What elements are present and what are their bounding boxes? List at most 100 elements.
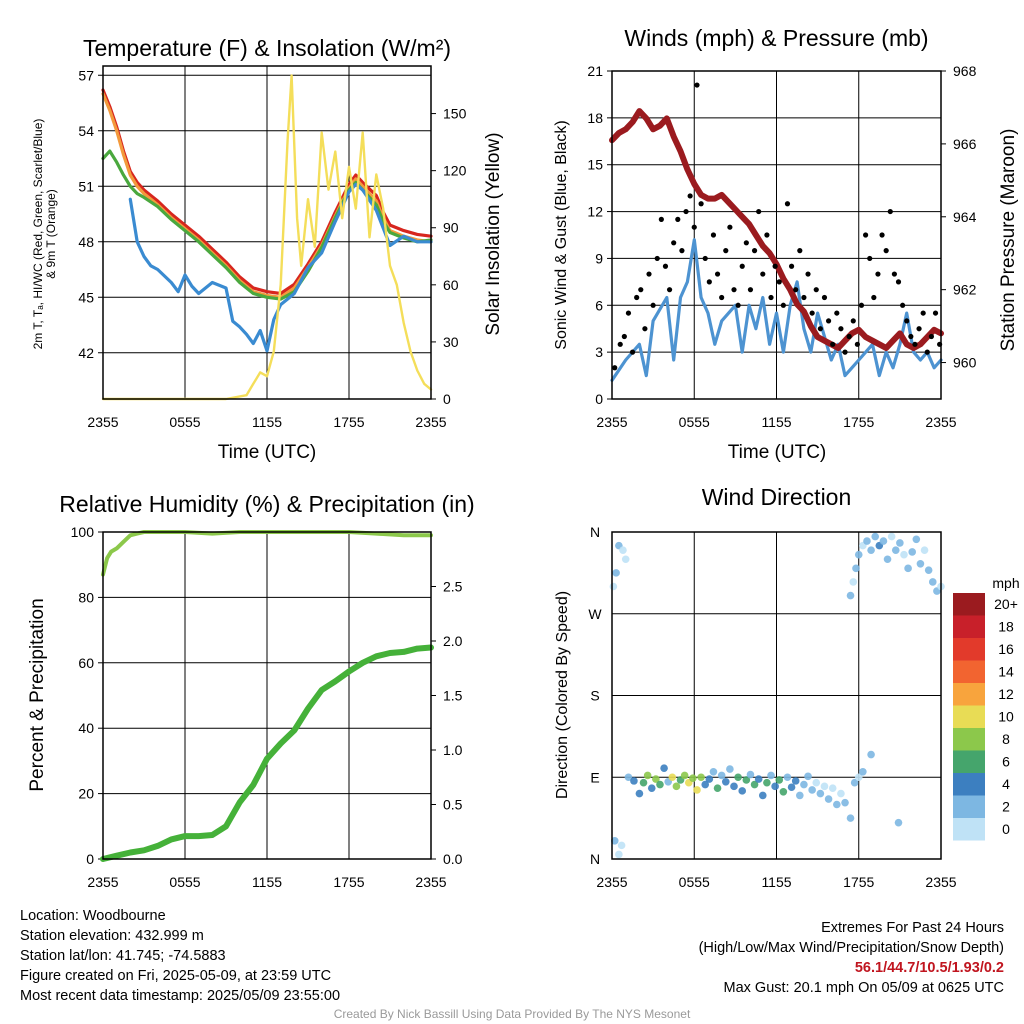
gust-point <box>776 279 782 285</box>
colorbar-label: 2 <box>1002 799 1010 815</box>
y-tick-label: N <box>590 524 600 540</box>
direction-point <box>928 578 937 586</box>
gust-point <box>838 326 844 332</box>
direction-point <box>615 850 623 859</box>
colorbar-label: 16 <box>998 641 1014 657</box>
direction-point <box>621 555 630 564</box>
direction-point <box>697 773 705 782</box>
y2-tick-label: 964 <box>953 209 977 225</box>
direction-point <box>635 789 644 798</box>
direction-point <box>624 773 633 782</box>
y-tick-label: 6 <box>595 297 603 313</box>
colorbar-swatch <box>953 728 985 751</box>
x-tick-label: 2355 <box>87 414 118 430</box>
colorbar-swatch <box>953 750 985 773</box>
gust-point <box>654 255 660 262</box>
gust-point <box>679 248 685 254</box>
colorbar-title: mph <box>992 575 1019 591</box>
direction-point <box>660 764 668 772</box>
direction-point <box>668 773 677 782</box>
x-tick-label: 2355 <box>415 414 446 430</box>
gust-point <box>834 310 840 316</box>
y2-tick-label: 1.5 <box>443 688 463 704</box>
direction-point <box>904 564 912 573</box>
direction-point <box>896 539 904 547</box>
y-tick-label: 9 <box>595 250 603 266</box>
gust-point <box>879 232 885 238</box>
y-tick-label: 57 <box>78 67 94 83</box>
x-tick-label: 0555 <box>169 874 200 890</box>
x-axis-label: Time (UTC) <box>728 442 827 463</box>
direction-point <box>867 546 875 554</box>
direction-point <box>894 818 903 827</box>
gust-point <box>924 349 930 355</box>
gust-point <box>932 310 939 316</box>
y2-tick-label: 2.0 <box>443 633 463 649</box>
y2-axis-label: Solar Insolation (Yellow) <box>483 132 504 335</box>
x-tick-label: 0555 <box>169 414 200 430</box>
gust-point <box>694 82 700 88</box>
direction-point <box>734 773 742 782</box>
gust-point <box>817 326 823 332</box>
direction-point <box>841 798 849 807</box>
direction-point <box>701 780 710 789</box>
y2-tick-label: 2.5 <box>443 579 463 595</box>
y-tick-label: 51 <box>78 178 94 194</box>
gust-point <box>854 341 860 347</box>
direction-point <box>775 776 784 784</box>
gust-point <box>821 294 828 301</box>
y2-tick-label: 968 <box>953 63 977 79</box>
colorbar-swatch <box>953 705 985 728</box>
direction-point <box>742 776 751 784</box>
direction-point <box>824 795 833 803</box>
gust-point <box>642 326 648 332</box>
gust-point <box>687 193 693 199</box>
gust-point <box>683 208 689 215</box>
gust-point <box>739 263 745 269</box>
x-tick-label: 2355 <box>415 874 446 890</box>
y-tick-label: 48 <box>78 234 94 250</box>
y2-tick-label: 60 <box>443 277 459 293</box>
direction-point <box>680 771 689 780</box>
y2-tick-label: 960 <box>953 355 977 371</box>
y-tick-label: 100 <box>71 524 95 540</box>
gust-point <box>764 232 770 238</box>
series-line-precipitation <box>100 644 434 862</box>
direction-point <box>643 771 652 780</box>
y-tick-label: 0 <box>86 851 94 867</box>
y-axis-label: Direction (Colored By Speed) <box>554 591 571 799</box>
y-tick-label: W <box>588 606 602 622</box>
gust-point <box>727 224 733 230</box>
x-tick-label: 0555 <box>679 414 710 430</box>
y-tick-label: N <box>590 851 600 867</box>
gust-point <box>867 255 873 262</box>
direction-point <box>738 787 747 795</box>
gust-point <box>756 208 762 215</box>
colorbar-label: 18 <box>998 619 1014 635</box>
direction-point <box>867 750 875 759</box>
plot-frame <box>611 70 942 400</box>
direction-point <box>783 773 792 782</box>
direction-point <box>754 775 763 783</box>
direction-point <box>850 778 859 787</box>
colorbar-swatch <box>953 795 985 818</box>
chart-title: Temperature (F) & Insolation (W/m²) <box>83 35 451 61</box>
gust-point <box>788 263 795 269</box>
direction-point <box>619 546 627 554</box>
direction-point <box>709 768 718 776</box>
y2-tick-label: 962 <box>953 282 977 298</box>
y2-tick-label: 0 <box>443 391 451 407</box>
direction-point <box>800 780 808 789</box>
colorbar-label: 8 <box>1002 731 1010 747</box>
plot-frame <box>102 531 432 860</box>
gust-point <box>900 302 906 308</box>
gust-point <box>850 318 856 324</box>
x-tick-label: 1155 <box>761 874 791 890</box>
colorbar-swatch <box>953 660 985 683</box>
colorbar-swatch <box>953 638 985 661</box>
direction-point <box>846 591 855 600</box>
direction-point <box>726 765 734 773</box>
gust-point <box>920 310 926 316</box>
colorbar-label: 20+ <box>994 596 1018 612</box>
